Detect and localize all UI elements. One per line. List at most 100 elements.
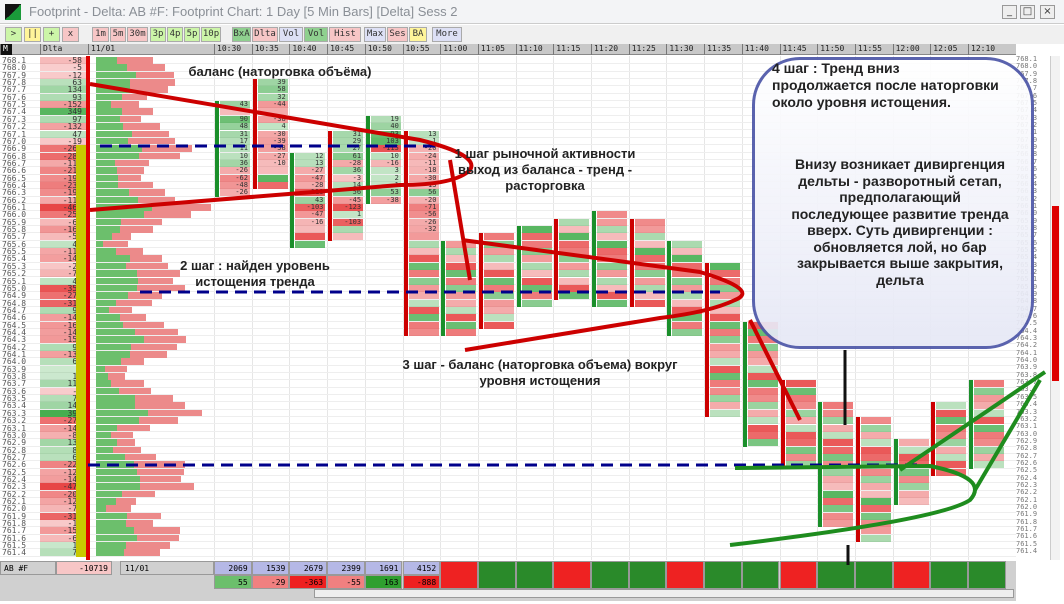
time-column-header: 10:55 (402, 44, 441, 55)
toolbar: > || + x 1m 5m 30m 3p 4p 5p 10p BxA Dlta Vol Vol Hist Ma… (0, 25, 1064, 44)
bar-range-marker (969, 380, 973, 469)
axis-price-label: 762.5 (1016, 466, 1038, 475)
footprint-cell (672, 248, 703, 256)
price-row (0, 469, 1016, 476)
footprint-cell: 43 (295, 196, 326, 204)
footprint-cell (747, 358, 778, 366)
price-label: 762.5 (2, 467, 27, 477)
bar-range-marker (516, 226, 521, 307)
uptrend-arrow (898, 370, 1047, 472)
axis-price-label: 763.5 (1016, 392, 1038, 401)
axis-price-label: 762.6 (1016, 458, 1038, 467)
toolbar-button-10p[interactable]: 10p (201, 27, 221, 42)
price-label: 762.3 (2, 482, 27, 492)
footprint-cell (974, 446, 1004, 454)
footprint-cell: -3 (333, 174, 364, 182)
toolbar-button-4p[interactable]: 4p (167, 27, 183, 42)
footprint-cell (974, 402, 1004, 410)
footprint-cell (634, 270, 665, 278)
toolbar-button-max[interactable]: Max (364, 27, 386, 42)
toolbar-button-ses[interactable]: Ses (387, 27, 408, 42)
volume-histogram-bar (96, 218, 162, 226)
volume-histogram-bar (96, 402, 135, 409)
price-row (0, 513, 1016, 521)
toolbar-button-3p[interactable]: 3p (150, 27, 166, 42)
price-label: 766.1 (2, 203, 27, 212)
bar-range-marker (441, 240, 446, 337)
scrollbar-thumb[interactable] (1052, 206, 1059, 381)
footprint-cell (257, 181, 288, 189)
vertical-scrollbar[interactable] (1050, 56, 1060, 560)
toolbar-button-vol[interactable]: Vol (304, 27, 328, 42)
footprint-cell (710, 409, 741, 417)
footprint-cell: -18 (408, 167, 439, 175)
close-button[interactable]: × (1040, 5, 1055, 19)
volume-histogram-bar (96, 115, 120, 123)
footprint-cell (936, 402, 967, 410)
time-column-header: 11:25 (628, 44, 667, 55)
toolbar-button-1m[interactable]: 1m (92, 27, 109, 42)
toolbar-button-ba[interactable]: BA (409, 27, 427, 42)
step3-triangle (461, 238, 745, 352)
toolbar-button-xx[interactable]: || (24, 27, 41, 42)
footprint-chart[interactable]: 768.1 -58 768.0 -5 767.9 -12 767.8 63 767.7 134 76… (0, 56, 1016, 560)
volume-histogram-bar (96, 387, 152, 395)
axis-price-label: 762.2 (1016, 488, 1038, 497)
toolbar-button-more[interactable]: More (432, 27, 462, 42)
axis-price-label: 762.7 (1016, 451, 1038, 460)
axis-price-label: 767.9 (1016, 69, 1038, 78)
volume-histogram-bar (96, 270, 137, 277)
toolbar-button-x[interactable]: > (5, 27, 22, 42)
footprint-cell (634, 299, 665, 307)
footprint-cell (559, 277, 590, 285)
price-label: 767.2 (2, 122, 27, 132)
time-column-header: 10:50 (364, 44, 403, 55)
footprint-cell (483, 248, 514, 256)
grid-line (251, 56, 253, 560)
toolbar-button-hist[interactable]: Hist (329, 27, 361, 42)
minimize-button[interactable]: _ (1002, 5, 1017, 19)
volume-histogram-bar (96, 167, 145, 174)
volume-histogram-bar (96, 431, 112, 439)
footprint-cell (785, 380, 816, 388)
toolbar-button-5p[interactable]: 5p (184, 27, 200, 42)
volume-histogram-bar (96, 351, 167, 358)
bar-volume: 1691 (364, 561, 403, 575)
bar-range-marker (403, 130, 408, 337)
maximize-button[interactable]: □ (1020, 5, 1035, 19)
mode-button[interactable]: M (0, 44, 12, 55)
footprint-cell (710, 336, 741, 344)
volume-histogram-bar (96, 439, 117, 446)
toolbar-button-vol[interactable]: Vol (279, 27, 303, 42)
toolbar-button-5m[interactable]: 5m (110, 27, 126, 42)
volume-histogram-bar (96, 446, 113, 454)
horizontal-scrollbar[interactable] (314, 589, 1014, 598)
footprint-cell (747, 387, 778, 395)
delta-cell: 134 (40, 86, 88, 94)
volume-histogram-bar (96, 101, 111, 108)
time-column-header: 11:05 (477, 44, 516, 55)
footprint-cell (898, 490, 929, 498)
footprint-cell (898, 498, 929, 505)
footprint-cell: -24 (408, 152, 439, 160)
toolbar-button-bxa[interactable]: BxA (232, 27, 251, 42)
volume-histogram-bar (96, 189, 130, 196)
footprint-cell (747, 409, 778, 417)
footprint-cell (597, 292, 627, 300)
price-label: 766.7 (2, 158, 27, 168)
price-label: 765.4 (2, 254, 27, 264)
toolbar-button-dlta[interactable]: Dlta (252, 27, 278, 42)
footprint-cell (823, 439, 854, 447)
volume-histogram-bar (96, 159, 149, 167)
footprint-cell (483, 270, 514, 278)
delta-column-header: Dlta (40, 44, 78, 55)
price-label: 763.3 (2, 408, 27, 418)
toolbar-button-x[interactable]: x (62, 27, 79, 42)
footprint-cell: 53 (370, 189, 401, 197)
price-row (0, 72, 1016, 80)
price-row (0, 344, 1016, 351)
bar-range-marker (742, 321, 747, 447)
toolbar-button-30m[interactable]: 30m (127, 27, 148, 42)
footprint-cell (521, 226, 552, 234)
toolbar-button-x[interactable]: + (43, 27, 60, 42)
